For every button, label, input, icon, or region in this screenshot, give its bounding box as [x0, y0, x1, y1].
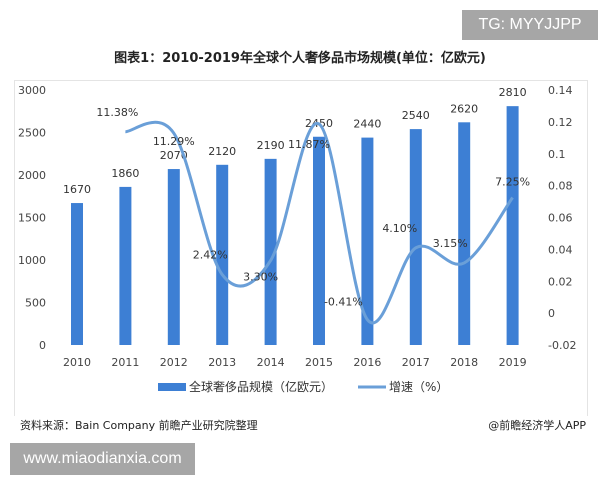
line-label: 7.25%	[495, 176, 530, 189]
x-axis-tick: 2019	[499, 356, 527, 369]
x-axis-tick: 2017	[402, 356, 430, 369]
x-axis-tick: 2018	[450, 356, 478, 369]
watermark-top: TG: MYYJJPP	[462, 10, 598, 40]
x-axis-tick: 2011	[111, 356, 139, 369]
line-label: 11.38%	[96, 106, 138, 119]
x-axis-tick: 2014	[257, 356, 285, 369]
line-label: 4.10%	[382, 222, 417, 235]
bar-label: 2540	[402, 109, 430, 122]
legend-line-label: 增速（%）	[389, 380, 448, 394]
right-axis-tick: 0.06	[548, 212, 573, 225]
right-axis-tick: 0.14	[548, 84, 573, 97]
line-label: 11.87%	[288, 138, 330, 151]
bar-label: 1670	[63, 183, 91, 196]
chart-frame	[14, 80, 588, 416]
line-label: 3.30%	[243, 271, 278, 284]
legend-bar-label: 全球奢侈品规模（亿欧元）	[189, 379, 333, 394]
x-axis-tick: 2012	[160, 356, 188, 369]
line-label: -0.41%	[324, 296, 363, 309]
bar	[409, 129, 422, 345]
bar	[361, 137, 374, 345]
right-axis-tick: 0.04	[548, 243, 573, 256]
bar-label: 2190	[257, 139, 285, 152]
bar	[313, 136, 325, 345]
source-note: 资料来源：Bain Company 前瞻产业研究院整理	[20, 419, 258, 432]
left-axis-tick: 3000	[18, 84, 46, 97]
right-axis-tick: 0	[548, 307, 555, 320]
right-axis-tick: -0.02	[548, 339, 576, 352]
bar	[119, 186, 132, 345]
bar	[458, 122, 471, 345]
legend-bar-swatch	[158, 383, 186, 391]
x-axis-tick: 2010	[63, 356, 91, 369]
bar	[167, 169, 180, 345]
left-axis-tick: 2500	[18, 127, 46, 140]
bar	[506, 106, 519, 346]
bar-label: 1860	[111, 167, 139, 180]
credit: @前瞻经济学人APP	[488, 419, 586, 432]
x-axis-tick: 2015	[305, 356, 333, 369]
bar-label: 2440	[353, 118, 381, 131]
left-axis-tick: 1500	[18, 212, 46, 225]
growth-line	[125, 120, 514, 325]
x-axis-tick: 2013	[208, 356, 236, 369]
right-axis-tick: 0.08	[548, 180, 573, 193]
right-axis-tick: 0.12	[548, 116, 573, 129]
line-label: 11.29%	[153, 135, 195, 148]
bar-label: 2120	[208, 145, 236, 158]
left-axis-tick: 2000	[18, 169, 46, 182]
chart-title: 图表1：2010-2019年全球个人奢侈品市场规模(单位：亿欧元)	[114, 51, 486, 66]
left-axis-tick: 500	[25, 297, 46, 310]
bar	[264, 158, 277, 345]
x-axis-tick: 2016	[353, 356, 381, 369]
right-axis-tick: 0.1	[548, 148, 566, 161]
left-axis-tick: 1000	[18, 254, 46, 267]
bar	[216, 164, 229, 345]
bar	[71, 203, 83, 345]
right-axis-tick: 0.02	[548, 275, 573, 288]
bar-label: 2070	[160, 149, 188, 162]
bar-label: 2620	[450, 102, 478, 115]
watermark-bottom: www.miaodianxia.com	[10, 443, 195, 475]
line-label: 3.15%	[433, 237, 468, 250]
bar-label: 2810	[499, 86, 527, 99]
left-axis-tick: 0	[39, 339, 46, 352]
line-label: 2.42%	[193, 249, 228, 262]
